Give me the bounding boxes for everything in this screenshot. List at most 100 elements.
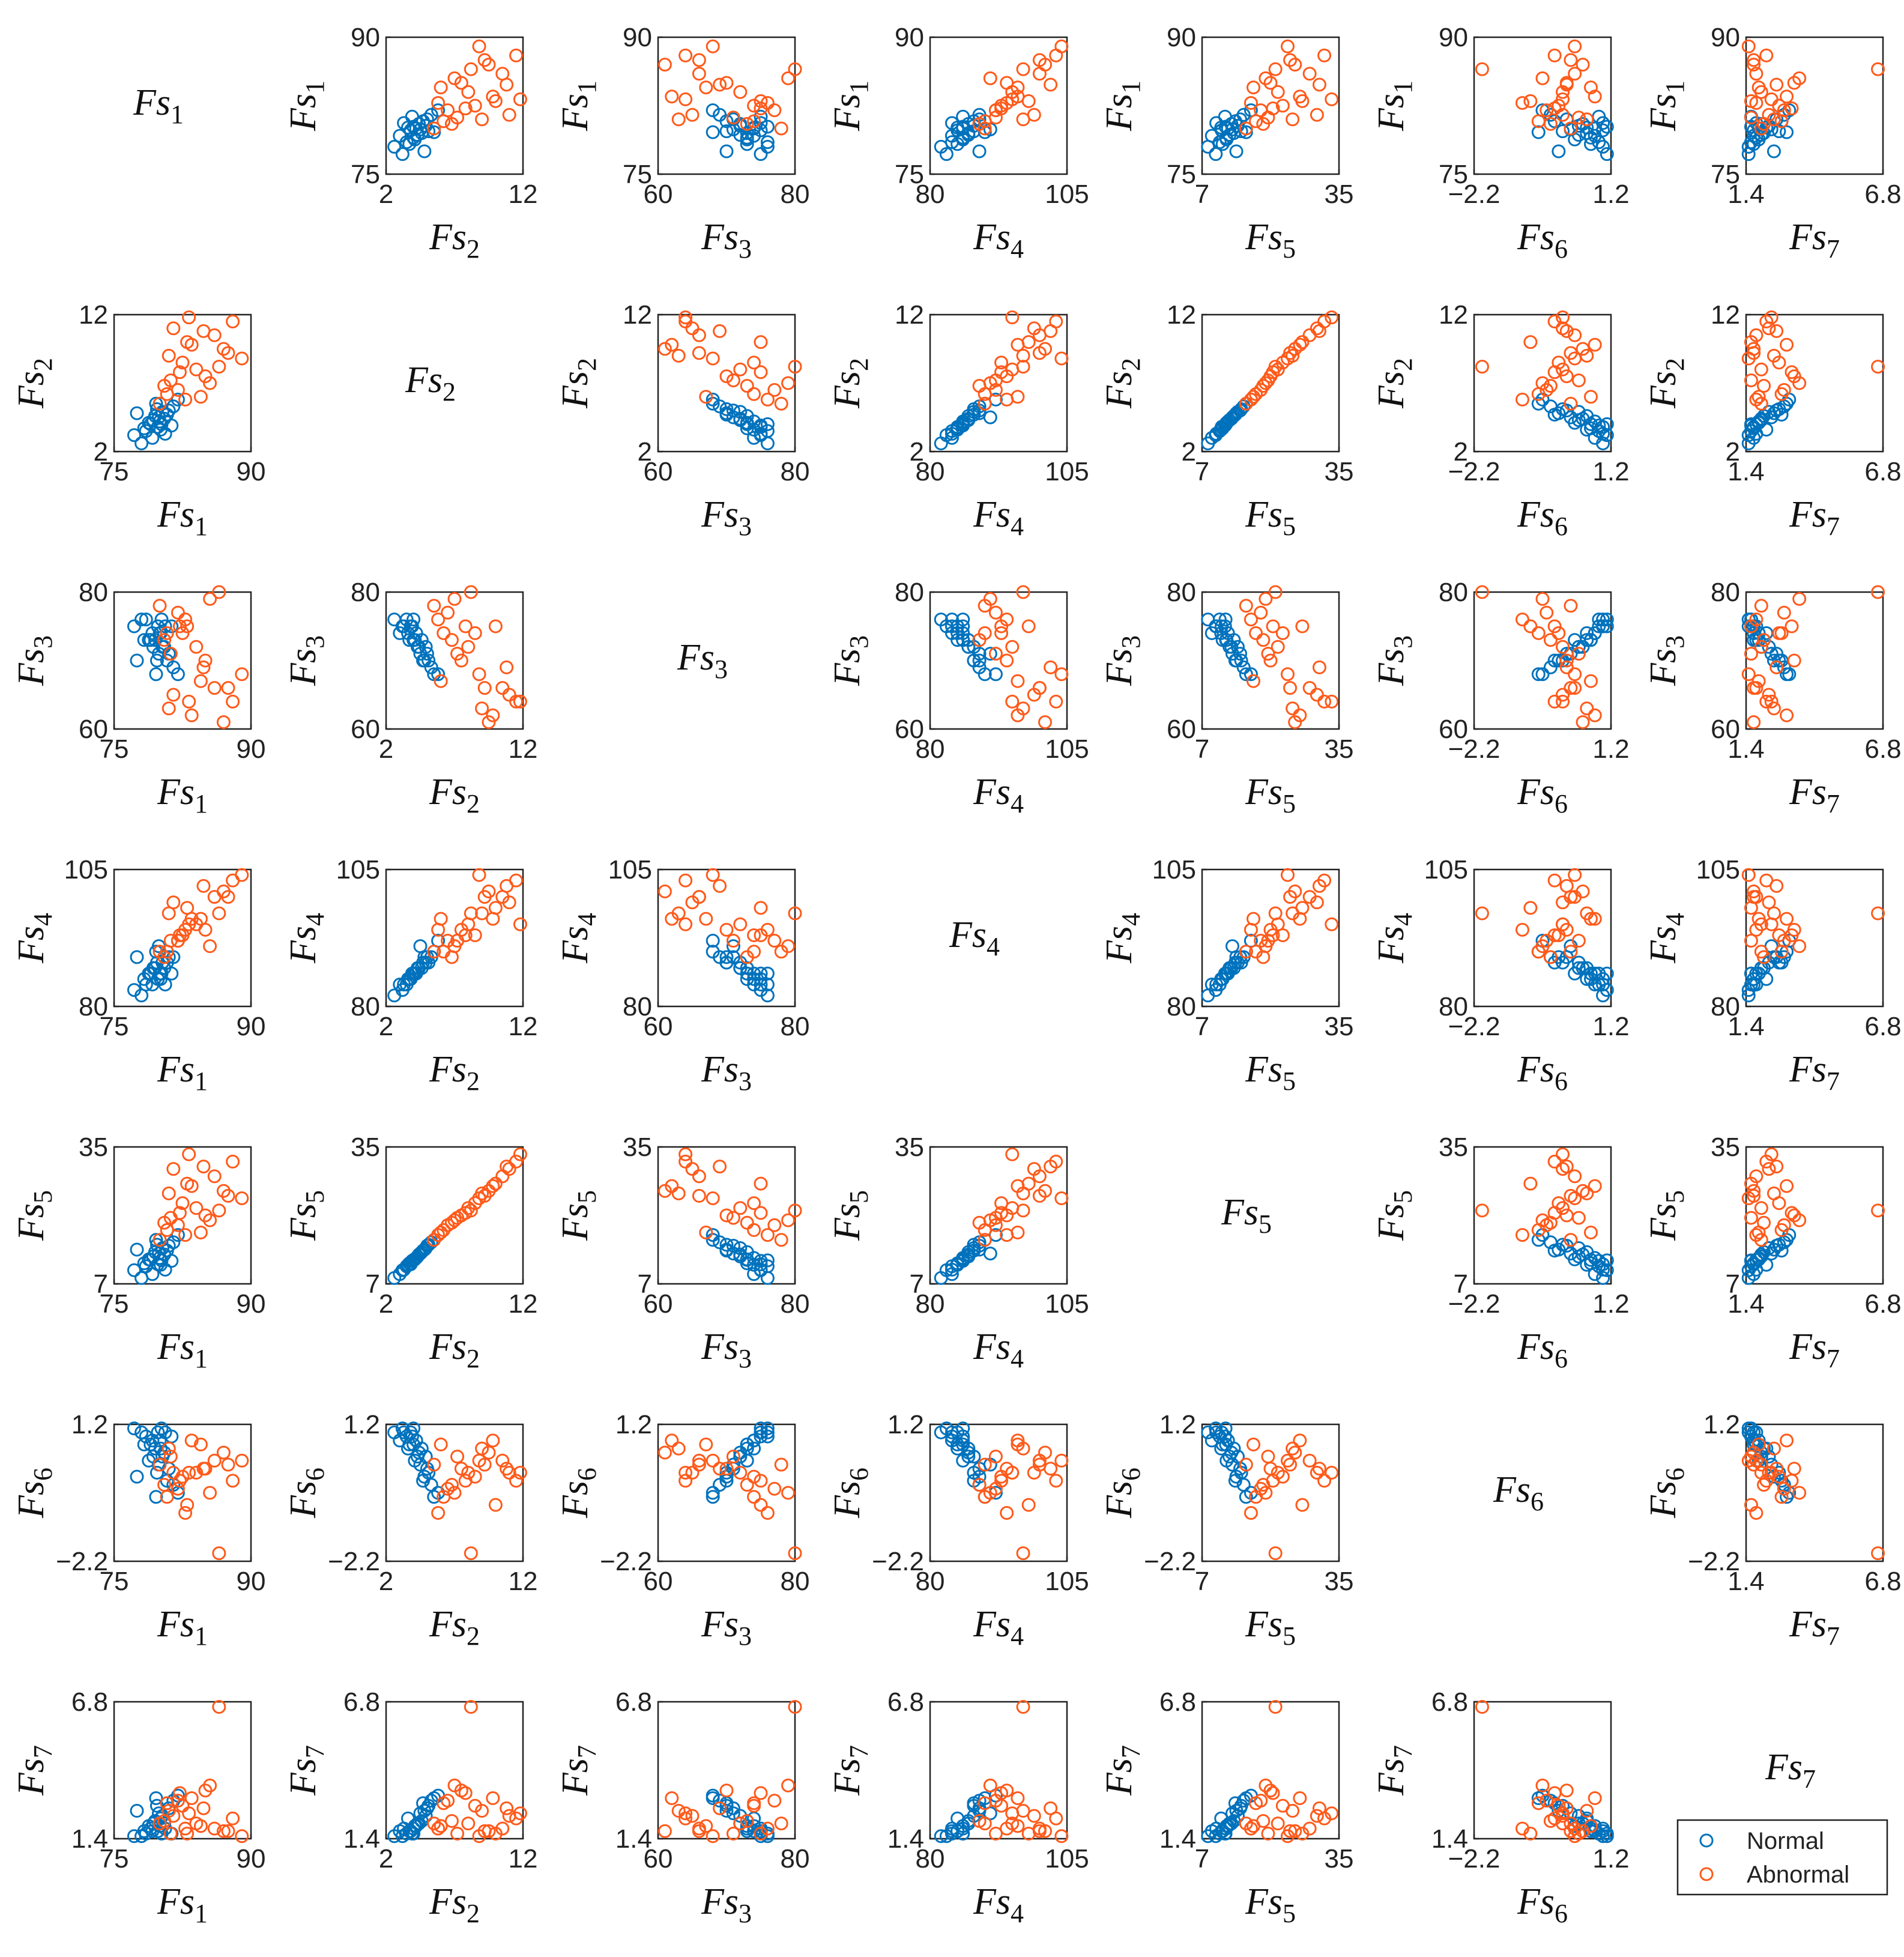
- point: [221, 1824, 235, 1838]
- point: [1583, 1256, 1598, 1271]
- point: [1475, 585, 1489, 599]
- point: [934, 1425, 948, 1439]
- point: [1792, 71, 1807, 85]
- point: [1021, 1827, 1036, 1841]
- point: [1547, 619, 1562, 634]
- variable-label: Fs4: [973, 1881, 1024, 1928]
- point: [1547, 873, 1562, 888]
- point: [1547, 694, 1562, 709]
- plot-frame: [385, 1146, 524, 1285]
- point: [934, 613, 948, 627]
- point: [1011, 1179, 1025, 1193]
- variable-subscript: 7: [1827, 234, 1840, 264]
- point: [461, 640, 476, 654]
- x-tick-label: 6.8: [1864, 734, 1901, 764]
- point: [781, 1486, 796, 1500]
- point: [754, 978, 768, 992]
- point: [486, 1179, 500, 1193]
- point: [178, 1821, 193, 1836]
- variable-symbol: Fs: [1517, 772, 1555, 812]
- x-tick-label: 35: [1325, 457, 1354, 486]
- point: [719, 1465, 734, 1480]
- point: [422, 1798, 436, 1813]
- x-tick-label: 80: [781, 1012, 810, 1041]
- point: [1792, 1486, 1807, 1500]
- variable-label: Fs7: [1789, 494, 1840, 541]
- variable-label: Fs1: [283, 80, 330, 132]
- y-tick-label: 105: [1424, 855, 1468, 885]
- point: [747, 1796, 761, 1810]
- point: [1531, 626, 1546, 640]
- point: [1757, 1215, 1771, 1230]
- point: [1523, 619, 1538, 634]
- point: [150, 1798, 164, 1813]
- point: [1588, 1791, 1602, 1805]
- point: [1310, 895, 1324, 910]
- point: [1552, 144, 1566, 159]
- point: [719, 76, 734, 90]
- variable-symbol: Fs: [283, 1203, 324, 1241]
- point: [774, 121, 788, 136]
- y-tick-label: 12: [1711, 300, 1740, 330]
- point: [1757, 1478, 1771, 1492]
- point: [1239, 945, 1253, 959]
- variable-subscript: 6: [1555, 1066, 1568, 1096]
- point: [1600, 147, 1614, 162]
- point: [162, 701, 176, 716]
- point: [1293, 708, 1307, 722]
- point: [692, 1824, 706, 1838]
- variable-subscript: 4: [1011, 1621, 1024, 1651]
- variable-label: Fs6: [555, 1468, 602, 1519]
- point: [1552, 406, 1566, 420]
- point: [760, 119, 775, 134]
- point: [1244, 922, 1258, 937]
- variable-symbol: Fs: [827, 371, 868, 409]
- x-tick-label: 35: [1325, 1567, 1354, 1596]
- variable-symbol: Fs: [1371, 1758, 1412, 1796]
- variable-subscript: 3: [739, 512, 752, 541]
- point: [988, 605, 1003, 620]
- point: [747, 98, 761, 113]
- point: [1556, 92, 1570, 106]
- variable-label: Fs5: [827, 1190, 874, 1241]
- point: [1011, 1226, 1025, 1239]
- point: [146, 640, 160, 654]
- point: [196, 1160, 211, 1174]
- point: [182, 1147, 196, 1161]
- y-tick-label: 2: [1182, 437, 1196, 467]
- x-tick-label: 7: [1195, 1844, 1209, 1874]
- point: [1283, 890, 1298, 904]
- y-tick-label: 60: [1167, 715, 1196, 744]
- point: [406, 119, 421, 134]
- point: [1021, 619, 1036, 634]
- point: [733, 917, 748, 931]
- point: [393, 626, 407, 640]
- point: [1576, 58, 1590, 72]
- variable-symbol: Fs: [973, 772, 1011, 812]
- variable-label: Fs6: [1517, 772, 1568, 818]
- point: [475, 701, 489, 716]
- y-tick-label: 60: [1439, 715, 1468, 744]
- point: [719, 1242, 734, 1257]
- point: [488, 619, 503, 634]
- point: [1531, 1223, 1546, 1237]
- variable-label: Fs6: [1643, 1468, 1690, 1519]
- point: [1295, 619, 1310, 634]
- x-tick-label: 60: [644, 180, 673, 209]
- point: [180, 619, 195, 634]
- point: [1236, 660, 1251, 674]
- point: [178, 392, 193, 407]
- point: [1011, 1791, 1025, 1805]
- variable-subscript: 1: [844, 80, 874, 94]
- variable-label: Fs5: [1245, 772, 1296, 818]
- point: [431, 103, 446, 118]
- x-tick-label: 7: [1195, 734, 1209, 764]
- point: [1325, 92, 1339, 106]
- point: [1780, 1179, 1794, 1193]
- y-tick-label: 75: [895, 160, 924, 189]
- x-tick-label: 1.2: [1592, 180, 1629, 209]
- point: [747, 1433, 761, 1448]
- point: [464, 1699, 478, 1714]
- point: [1268, 1546, 1283, 1561]
- variable-subscript: 6: [28, 1468, 58, 1481]
